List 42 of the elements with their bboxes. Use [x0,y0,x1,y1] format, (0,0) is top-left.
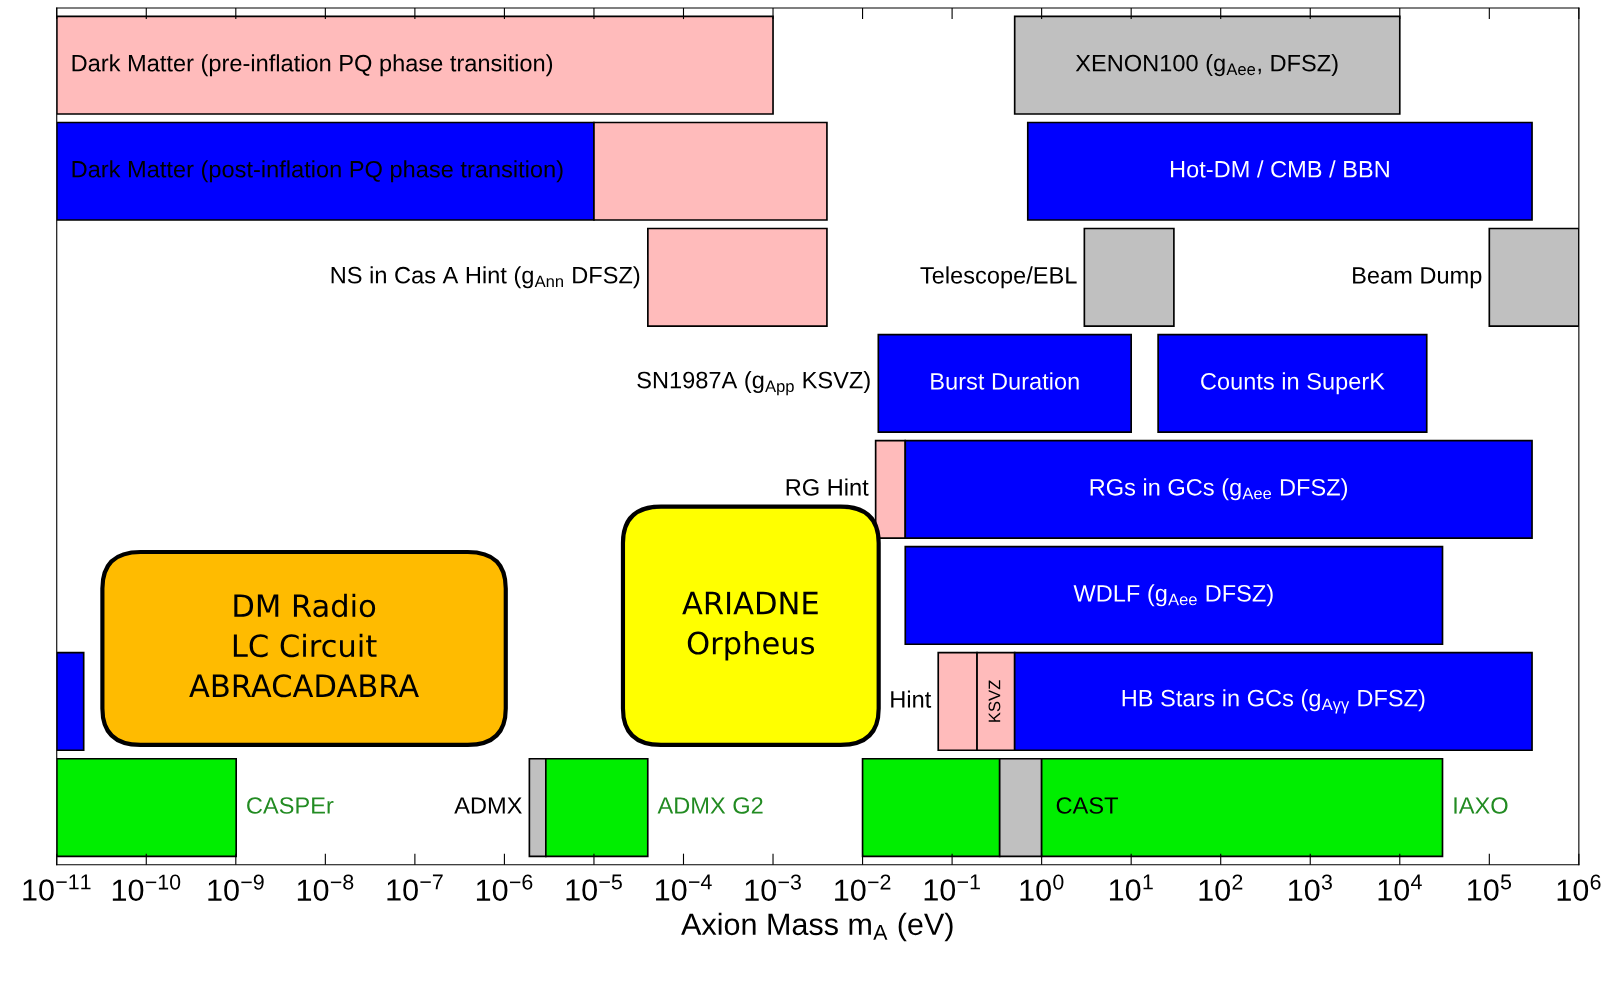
series-label: Burst Duration [931,372,1079,390]
series-label: Hot-DM / CMB / BBN [1170,160,1389,178]
series-label: Dark Matter (post-inflation PQ phase transition) [72,160,563,183]
x-tick-label: 10$^{2}$ [1199,874,1243,902]
x-tick-label: 10$^{−9}$ [208,874,264,902]
series-label: RGs in GCs (g$_{Aee}$ DFSZ) [1090,478,1348,501]
x-tick-label: 10$^{3}$ [1289,874,1332,902]
annotation: SN1987A (g$_{App}$ KSVZ) [637,371,870,396]
series-label: Hint [891,690,932,708]
series-label: Telescope/EBL [920,266,1077,289]
annotation: DM Radio LC Circuit ABRACADABRA [189,593,419,698]
x-tick-label: 10$^{−6}$ [476,874,533,902]
series-label: Beam Dump [1353,267,1482,289]
x-tick-label: 10$^{−11}$ [23,874,91,901]
x-tick-label: 10$^{6}$ [1557,874,1601,902]
x-tick-label: 10$^{−5}$ [566,874,622,901]
series-label: XENON100 (g$_{Aee}$, DFSZ) [1075,54,1338,77]
series-label: CASPEr [247,797,334,814]
series-label: WDLF (g$_{Aee}$ DFSZ) [1073,584,1273,607]
series-label: Counts in SuperK [1201,372,1385,395]
series-label: NS in Cas A Hint (g$_{Ann}$ DFSZ) [331,266,640,289]
series-label: RG Hint [786,478,869,496]
x-tick-label: 10$^{−3}$ [745,874,801,902]
x-tick-label: 10$^{1}$ [1109,874,1153,901]
x-axis-title: Axion Mass m$_{A}$ (eV) [681,912,953,942]
x-tick-label: 10$^{−2}$ [835,874,891,902]
series-label: ADMX G2 [657,797,763,814]
x-tick-label: 10$^{−10}$ [112,874,181,902]
series-label: HB Stars in GCs (g$_{Aγγ}$ DFSZ) [1122,689,1425,714]
x-tick-label: 10$^{5}$ [1468,874,1512,901]
x-tick-label: 10$^{−8}$ [297,874,354,902]
x-tick-label: 10$^{−4}$ [656,874,712,901]
annotation: ARIADNE Orpheus [682,591,818,661]
series-label: ADMX [454,797,522,814]
series-label: KSVZ [988,680,1001,722]
x-tick-label: 10$^{0}$ [1020,874,1064,902]
series-label: Dark Matter (pre-inflation PQ phase transition) [72,54,553,77]
series-label: CAST [1056,797,1118,814]
annotation: IAXO [1454,797,1508,814]
x-tick-label: 10$^{−7}$ [387,874,443,901]
x-tick-label: 10$^{4}$ [1378,874,1422,901]
x-tick-label: 10$^{−1}$ [924,874,980,901]
